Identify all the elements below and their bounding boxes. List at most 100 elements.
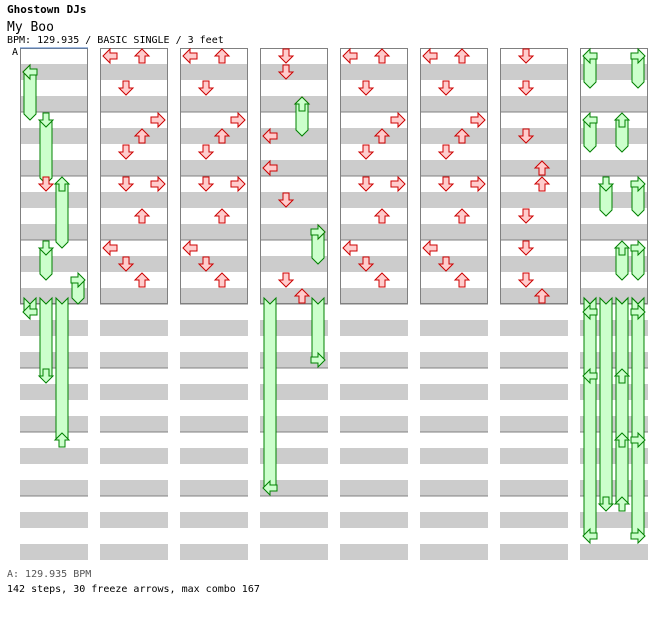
step-stats: 142 steps, 30 freeze arrows, max combo 1…	[7, 584, 260, 595]
freeze-head-right-arrow	[630, 303, 646, 321]
freeze-head-left-arrow	[582, 303, 598, 321]
beat-stripe	[20, 128, 88, 144]
beat-stripe	[20, 384, 88, 400]
freeze-head-right-arrow	[630, 175, 646, 193]
beat-stripe	[420, 256, 488, 272]
down-arrow	[117, 256, 135, 272]
beat-stripe	[260, 512, 328, 528]
beat-stripe	[420, 288, 488, 304]
right-arrow	[150, 111, 166, 129]
beat-stripe	[420, 448, 488, 464]
freeze-head-down-arrow	[37, 112, 55, 128]
beat-stripe	[20, 480, 88, 496]
beat-stripe	[180, 64, 248, 80]
down-arrow	[437, 144, 455, 160]
beat-stripe	[180, 96, 248, 112]
down-arrow	[117, 80, 135, 96]
beat-stripe	[500, 128, 568, 144]
beat-stripe	[340, 128, 408, 144]
beat-stripe	[420, 320, 488, 336]
beat-stripe	[20, 64, 88, 80]
beat-stripe	[420, 160, 488, 176]
beat-stripe	[580, 96, 648, 112]
beat-stripe	[500, 320, 568, 336]
beat-stripe	[180, 224, 248, 240]
step-chart	[20, 47, 648, 560]
beat-stripe	[340, 288, 408, 304]
beat-stripe	[500, 192, 568, 208]
up-arrow	[373, 128, 391, 144]
beat-stripe	[180, 288, 248, 304]
freeze-head-up-arrow	[53, 432, 71, 448]
freeze-head-up-arrow	[53, 176, 71, 192]
freeze-arrow	[615, 296, 629, 505]
freeze-head-left-arrow	[582, 47, 598, 65]
up-arrow	[133, 128, 151, 144]
beat-stripe	[500, 224, 568, 240]
beat-stripe	[100, 448, 168, 464]
up-arrow	[533, 176, 551, 192]
beat-stripe	[100, 512, 168, 528]
beat-stripe	[580, 320, 648, 336]
right-arrow	[230, 175, 246, 193]
freeze-head-up-arrow	[613, 496, 631, 512]
right-arrow	[390, 111, 406, 129]
beat-stripe	[260, 256, 328, 272]
down-arrow	[37, 176, 55, 192]
up-arrow	[533, 160, 551, 176]
up-arrow	[293, 288, 311, 304]
beat-stripe	[420, 384, 488, 400]
freeze-head-left-arrow	[582, 367, 598, 385]
down-arrow	[517, 128, 535, 144]
beat-stripe	[100, 128, 168, 144]
beat-stripe	[180, 384, 248, 400]
beat-stripe	[500, 160, 568, 176]
down-arrow	[277, 192, 295, 208]
down-arrow	[357, 176, 375, 192]
artist-name: Ghostown DJs	[7, 3, 87, 16]
beat-stripe	[20, 288, 88, 304]
beat-stripe	[100, 320, 168, 336]
beat-stripe	[260, 192, 328, 208]
beat-stripe	[180, 256, 248, 272]
beat-stripe	[100, 480, 168, 496]
up-arrow	[533, 288, 551, 304]
beat-stripe	[580, 384, 648, 400]
down-arrow	[437, 256, 455, 272]
freeze-arrow	[39, 119, 53, 185]
freeze-head-left-arrow	[582, 527, 598, 545]
up-arrow	[133, 48, 151, 64]
chart-column	[500, 48, 568, 304]
beat-stripe	[340, 224, 408, 240]
freeze-head-down-arrow	[597, 176, 615, 192]
beat-stripe	[500, 96, 568, 112]
beat-stripe	[100, 64, 168, 80]
beat-stripe	[180, 416, 248, 432]
down-arrow	[357, 256, 375, 272]
freeze-head-left-arrow	[22, 63, 38, 81]
beat-stripe	[20, 352, 88, 368]
up-arrow	[213, 128, 231, 144]
beat-stripe	[580, 64, 648, 80]
down-arrow	[357, 80, 375, 96]
down-arrow	[517, 240, 535, 256]
beat-stripe	[340, 544, 408, 560]
down-arrow	[277, 64, 295, 80]
beat-stripe	[580, 448, 648, 464]
freeze-head-right-arrow	[630, 527, 646, 545]
left-arrow	[102, 47, 118, 65]
beat-stripe	[100, 544, 168, 560]
left-arrow	[262, 127, 278, 145]
chart-column	[580, 48, 648, 304]
beat-stripe	[260, 384, 328, 400]
left-arrow	[422, 47, 438, 65]
chart-column	[260, 48, 328, 304]
beat-stripe	[580, 288, 648, 304]
right-arrow	[150, 175, 166, 193]
down-arrow	[437, 80, 455, 96]
freeze-head-left-arrow	[262, 479, 278, 497]
beat-stripe	[580, 544, 648, 560]
beat-stripe	[180, 512, 248, 528]
beat-stripe	[20, 256, 88, 272]
beat-stripe	[20, 192, 88, 208]
